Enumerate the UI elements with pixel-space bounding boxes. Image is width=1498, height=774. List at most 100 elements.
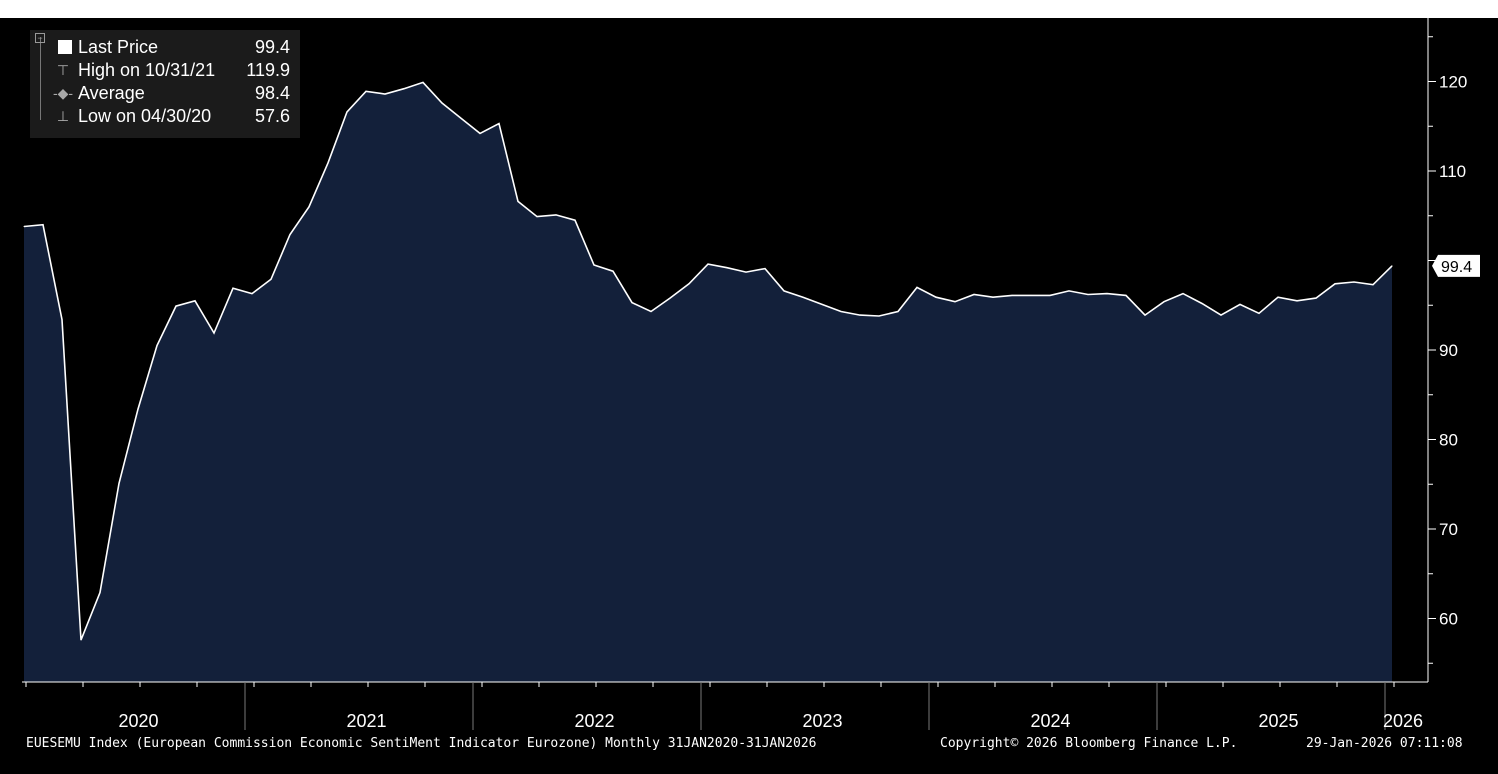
data-point <box>1144 314 1146 316</box>
x-year-label: 2022 <box>574 711 614 731</box>
data-point <box>1277 296 1279 298</box>
data-point <box>422 81 424 83</box>
data-point <box>1220 314 1222 316</box>
data-point <box>61 319 63 321</box>
legend-label: Average <box>78 83 145 103</box>
legend-row-low: ⊥ Low on 04/30/20 57.6 <box>30 105 300 127</box>
y-tick-label: 70 <box>1439 520 1458 539</box>
last-value-label: 99.4 <box>1441 259 1472 276</box>
y-tick-label: 60 <box>1439 610 1458 629</box>
data-point <box>536 216 538 218</box>
data-point <box>365 90 367 92</box>
data-point <box>1087 294 1089 295</box>
data-point <box>1391 265 1393 267</box>
legend-row-high: ⊤ High on 10/31/21 119.9 <box>30 59 300 81</box>
data-point <box>878 315 880 317</box>
data-point <box>574 219 576 221</box>
x-year-label: 2024 <box>1030 711 1070 731</box>
data-point <box>1106 293 1108 295</box>
data-point <box>1011 294 1013 296</box>
data-point <box>1049 294 1051 296</box>
legend-label: Low on 04/30/20 <box>78 106 212 126</box>
data-point <box>954 301 956 303</box>
series-description: EUESEMU Index (European Commission Econo… <box>26 736 817 751</box>
data-point <box>897 311 899 312</box>
data-point <box>213 332 215 334</box>
legend-value: 57.6 <box>254 106 290 126</box>
data-point <box>1239 303 1241 305</box>
data-point <box>1258 312 1260 314</box>
data-point <box>707 263 709 265</box>
legend-box: − Last Price 99.4 ⊤ High on 10/31/21 119… <box>30 30 300 138</box>
data-point <box>460 117 462 119</box>
data-point <box>612 270 614 272</box>
data-point <box>23 226 25 227</box>
average-marker-icon: -◆- <box>52 85 74 101</box>
data-point <box>1353 281 1355 283</box>
data-point <box>498 123 500 125</box>
series-area <box>24 82 1392 682</box>
data-point <box>42 224 44 226</box>
x-year-label: 2023 <box>802 711 842 731</box>
x-year-label: 2020 <box>118 711 158 731</box>
data-point <box>99 592 101 593</box>
data-point <box>783 290 785 292</box>
data-point <box>479 132 481 134</box>
data-point <box>992 296 994 298</box>
copyright-text: Copyright© 2026 Bloomberg Finance L.P. <box>940 736 1238 751</box>
data-point <box>726 267 728 269</box>
low-marker-icon: ⊥ <box>56 108 70 124</box>
data-point <box>840 311 842 312</box>
data-point <box>669 297 671 299</box>
data-point <box>916 286 918 288</box>
data-point <box>650 311 652 312</box>
y-tick-label: 90 <box>1439 341 1458 360</box>
x-year-label: 2021 <box>346 711 386 731</box>
timestamp-text: 29-Jan-2026 07:11:08 <box>1306 736 1463 751</box>
data-point <box>441 102 443 104</box>
data-point <box>175 305 177 307</box>
data-point <box>555 214 557 216</box>
data-point <box>935 296 937 298</box>
legend-value: 99.4 <box>254 37 290 57</box>
data-point <box>384 93 386 95</box>
data-point <box>1125 294 1127 296</box>
data-point <box>1334 283 1336 285</box>
data-point <box>118 482 120 484</box>
data-point <box>1068 290 1070 292</box>
data-point <box>289 234 291 235</box>
legend-row-average: -◆- Average 98.4 <box>30 82 300 104</box>
x-year-label: 2026 <box>1383 711 1423 731</box>
data-point <box>517 200 519 202</box>
collapse-icon[interactable]: − <box>35 33 45 43</box>
data-point <box>308 206 310 208</box>
data-point <box>346 111 348 113</box>
data-point <box>688 283 690 285</box>
data-point <box>1296 300 1298 302</box>
data-point <box>327 162 329 164</box>
data-point <box>1201 303 1203 304</box>
legend-label: Last Price <box>78 37 159 57</box>
data-point <box>156 345 158 346</box>
y-tick-label: 110 <box>1439 162 1466 181</box>
data-point <box>232 287 234 289</box>
data-point <box>403 88 405 90</box>
legend-label: High on 10/31/21 <box>78 60 216 80</box>
data-point <box>194 300 196 302</box>
data-point <box>1163 301 1165 303</box>
data-point <box>270 278 272 280</box>
data-point <box>745 271 747 273</box>
data-point <box>1372 284 1374 286</box>
data-point <box>80 639 82 641</box>
data-point <box>1182 293 1184 295</box>
data-point <box>251 293 253 295</box>
data-point <box>1315 297 1317 299</box>
legend-tree-line <box>40 37 51 120</box>
y-tick-label: 80 <box>1439 431 1458 450</box>
data-point <box>821 303 823 305</box>
top-border <box>0 0 1498 18</box>
data-point <box>859 314 861 316</box>
square-swatch-icon <box>58 40 72 54</box>
